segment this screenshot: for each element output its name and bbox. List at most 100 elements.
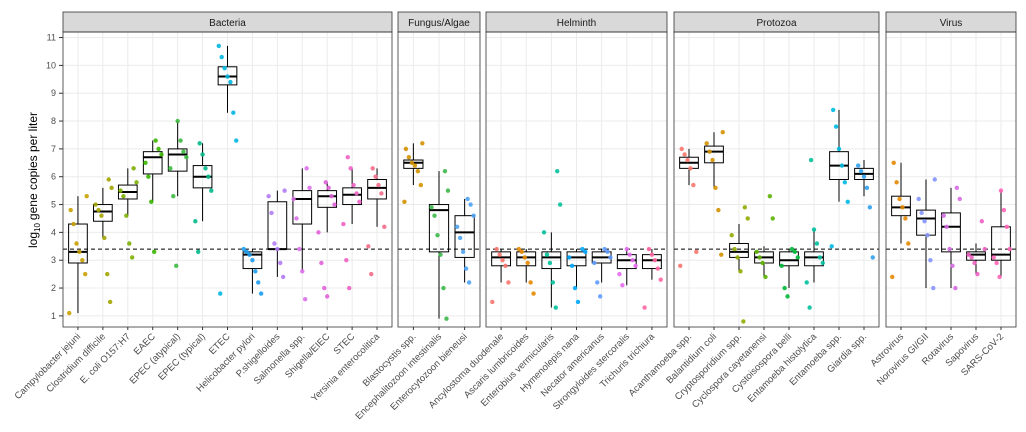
box: [616, 254, 637, 270]
box: [491, 251, 512, 267]
strip-label: Bacteria: [209, 18, 246, 29]
point: [282, 188, 287, 193]
point: [159, 152, 164, 157]
point: [294, 216, 299, 221]
point: [807, 305, 812, 310]
point: [903, 216, 908, 221]
point: [494, 246, 499, 252]
point: [68, 207, 73, 213]
y-tick-label: 6: [51, 172, 56, 182]
point: [997, 274, 1002, 280]
point: [326, 185, 331, 191]
point: [649, 252, 655, 257]
point: [754, 249, 759, 255]
point: [732, 246, 737, 252]
point: [181, 149, 186, 154]
point: [779, 263, 784, 268]
box: [516, 251, 537, 267]
point: [713, 185, 718, 191]
point: [503, 263, 508, 268]
point: [409, 160, 415, 166]
point: [608, 255, 613, 260]
point: [216, 43, 221, 49]
point: [247, 252, 252, 257]
box: [317, 190, 338, 208]
point: [627, 252, 632, 257]
panel-border: [885, 31, 1017, 328]
y-axis-label: log10 gene copies per liter: [26, 112, 42, 248]
point: [102, 235, 107, 241]
point: [203, 166, 208, 171]
point: [742, 205, 748, 210]
point: [817, 255, 823, 260]
point: [80, 258, 85, 263]
point: [280, 274, 286, 280]
point: [932, 177, 937, 182]
point: [432, 213, 437, 218]
point: [497, 252, 502, 257]
point: [858, 168, 864, 174]
point: [583, 249, 588, 255]
point: [861, 174, 867, 179]
point: [605, 249, 610, 255]
point: [124, 213, 129, 218]
point: [373, 174, 378, 179]
point: [322, 285, 327, 291]
point: [553, 305, 558, 310]
point: [351, 182, 356, 188]
point: [332, 202, 337, 207]
box: [93, 204, 113, 222]
point: [782, 285, 787, 291]
point: [550, 280, 556, 285]
point: [272, 241, 277, 246]
point: [258, 291, 264, 296]
point: [382, 224, 387, 230]
point: [735, 255, 740, 260]
point: [84, 193, 89, 199]
point: [575, 299, 581, 305]
point: [678, 263, 683, 268]
point: [760, 260, 765, 266]
point: [345, 155, 350, 160]
point: [982, 246, 987, 252]
point: [855, 163, 861, 168]
point: [297, 246, 302, 252]
point: [184, 155, 189, 160]
box: [342, 187, 362, 206]
point: [231, 110, 236, 115]
point: [944, 224, 949, 230]
point: [156, 146, 161, 152]
point: [402, 199, 407, 204]
point: [99, 213, 104, 218]
point: [168, 166, 173, 171]
point: [679, 146, 684, 152]
point: [833, 124, 839, 129]
point: [490, 299, 495, 305]
point: [969, 255, 974, 260]
point: [266, 193, 271, 199]
strip-label: Virus: [940, 18, 963, 29]
point: [67, 310, 72, 316]
point: [228, 79, 233, 85]
point: [106, 177, 111, 182]
point: [928, 258, 933, 263]
point: [757, 255, 762, 260]
point: [406, 155, 412, 160]
point: [77, 249, 82, 255]
point: [500, 258, 505, 263]
y-tick-label: 9: [51, 88, 56, 98]
point: [129, 255, 135, 260]
point: [225, 74, 230, 79]
point: [829, 244, 834, 249]
point: [109, 185, 114, 191]
box: [403, 159, 424, 169]
point: [557, 202, 563, 207]
point: [403, 146, 409, 152]
point: [707, 149, 712, 154]
point: [957, 196, 962, 202]
point: [218, 291, 223, 296]
point: [719, 252, 724, 257]
point: [906, 241, 911, 246]
point: [630, 258, 635, 263]
